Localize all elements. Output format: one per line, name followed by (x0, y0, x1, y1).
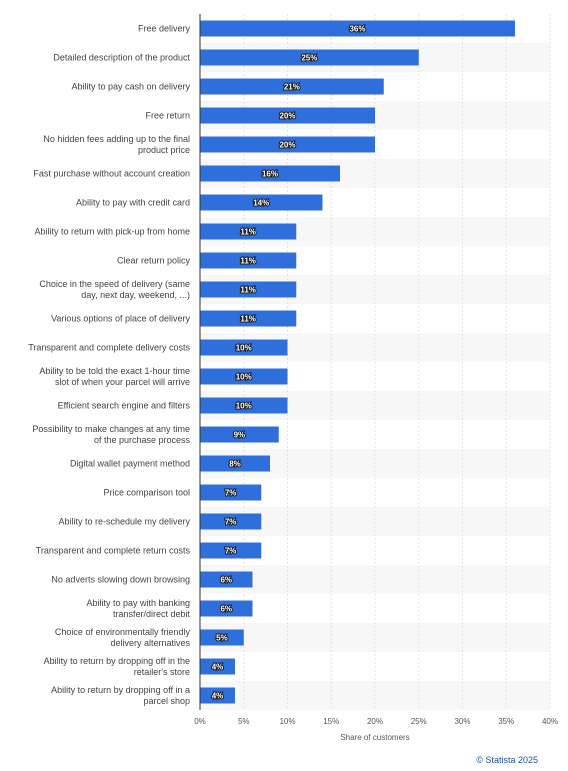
category-label: Choice in the speed of delivery (same day… (39, 279, 190, 300)
data-label: 11% (240, 315, 256, 324)
data-label: 4% (212, 663, 224, 672)
x-tick-label: 5% (238, 717, 250, 726)
category-label: Ability to return by dropping off in the… (44, 656, 190, 677)
bar[interactable] (200, 542, 262, 559)
x-tick-label: 15% (323, 717, 339, 726)
bar[interactable] (200, 455, 270, 472)
x-tick-label: 25% (411, 717, 427, 726)
data-label: 5% (216, 634, 228, 643)
category-label: Digital wallet payment method (70, 459, 190, 469)
data-label: 10% (236, 344, 252, 353)
bar[interactable] (200, 223, 297, 240)
x-tick-label: 0% (194, 717, 206, 726)
bar[interactable] (200, 687, 235, 704)
data-label: 8% (229, 460, 241, 469)
bar[interactable] (200, 397, 288, 414)
bar[interactable] (200, 339, 288, 356)
bar[interactable] (200, 107, 375, 124)
category-label: Possibility to make changes at any time o… (32, 424, 190, 445)
category-label: Fast purchase without account creation (33, 169, 190, 179)
category-label: Ability to be told the exact 1-hour time… (39, 366, 190, 387)
data-label: 7% (225, 518, 237, 527)
bar[interactable] (200, 252, 297, 269)
category-label: Ability to pay with banking transfer/dire… (86, 598, 190, 619)
data-label: 11% (240, 228, 256, 237)
x-tick-label: 30% (454, 717, 470, 726)
category-label: No adverts slowing down browsing (51, 575, 190, 585)
bar[interactable] (200, 629, 244, 646)
bar[interactable] (200, 484, 262, 501)
bar[interactable] (200, 658, 235, 675)
data-label: 7% (225, 547, 237, 556)
data-label: 6% (220, 576, 232, 585)
bar[interactable] (200, 20, 515, 37)
category-label: Choice of environmentally friendly delive… (55, 627, 191, 648)
category-label: Ability to pay with credit card (76, 198, 190, 208)
bar[interactable] (200, 426, 279, 443)
bar[interactable] (200, 281, 297, 298)
data-label: 16% (262, 170, 278, 179)
data-label: 10% (236, 402, 252, 411)
data-label: 14% (253, 199, 269, 208)
category-label: Price comparison tool (103, 488, 190, 498)
x-tick-label: 40% (542, 717, 558, 726)
x-tick-label: 35% (498, 717, 514, 726)
data-label: 20% (279, 112, 295, 121)
data-label: 6% (220, 605, 232, 614)
bar[interactable] (200, 49, 419, 66)
data-label: 11% (240, 257, 256, 266)
category-label: Ability to re-schedule my delivery (58, 517, 190, 527)
statista-credit[interactable]: © Statista 2025 (476, 755, 538, 765)
data-label: 20% (279, 141, 295, 150)
x-tick-label: 20% (367, 717, 383, 726)
bar[interactable] (200, 78, 384, 95)
category-label: Transparent and complete return costs (36, 546, 191, 556)
category-label: Ability to pay cash on delivery (71, 82, 190, 92)
bar[interactable] (200, 368, 288, 385)
data-label: 25% (301, 54, 317, 63)
category-label: Free return (145, 111, 190, 121)
data-label: 11% (240, 286, 256, 295)
category-label: Ability to return with pick-up from home (34, 227, 190, 237)
data-label: 36% (349, 25, 365, 34)
data-label: 4% (212, 692, 224, 701)
bar[interactable] (200, 136, 375, 153)
bar[interactable] (200, 571, 253, 588)
x-axis-title: Share of customers (340, 733, 409, 742)
category-label: Ability to return by dropping off in a pa… (51, 685, 190, 706)
category-label: Free delivery (138, 24, 191, 34)
category-label: Detailed description of the product (53, 53, 190, 63)
bar[interactable] (200, 194, 323, 211)
category-label: Clear return policy (117, 256, 191, 266)
bar[interactable] (200, 310, 297, 327)
data-label: 10% (236, 373, 252, 382)
category-label: Transparent and complete delivery costs (28, 343, 190, 353)
bar[interactable] (200, 513, 262, 530)
category-label: Efficient search engine and filters (58, 401, 191, 411)
category-label: No hidden fees adding up to the final pro… (43, 134, 190, 155)
bar[interactable] (200, 600, 253, 617)
x-tick-label: 10% (279, 717, 295, 726)
data-label: 7% (225, 489, 237, 498)
data-label: 21% (284, 83, 300, 92)
category-label: Various options of place of delivery (51, 314, 190, 324)
bar[interactable] (200, 165, 340, 182)
data-label: 9% (234, 431, 246, 440)
